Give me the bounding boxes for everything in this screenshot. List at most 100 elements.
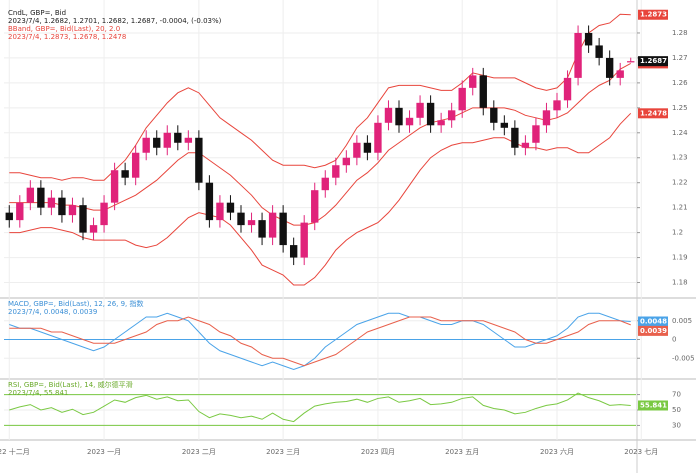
value-tag-label: 0.0048 — [640, 318, 667, 326]
candle-body — [500, 122, 509, 128]
candle-body — [458, 87, 466, 111]
y-tick-label: 50 — [672, 406, 681, 414]
candle-body — [332, 165, 340, 178]
candle-body — [521, 142, 530, 148]
x-tick-label: 2023 四月 — [361, 448, 395, 456]
chart-subtitle: 2023/7/4, 55.841 — [8, 389, 68, 397]
candle-body — [563, 77, 572, 101]
candle-body — [447, 110, 456, 121]
indicator-line — [9, 316, 631, 367]
candle-body — [321, 177, 329, 191]
indicator-line — [9, 312, 631, 371]
candle-body — [226, 202, 235, 213]
value-tag — [638, 56, 668, 67]
y-tick-label: 1.25 — [672, 104, 688, 112]
candle-body — [342, 157, 351, 166]
candle-body — [532, 125, 540, 143]
candle-body — [89, 225, 98, 233]
y-tick-label: 1.18 — [672, 279, 688, 287]
candle-body — [121, 170, 129, 178]
value-tag — [638, 108, 668, 119]
y-tick-label: 1.19 — [672, 254, 688, 262]
candle-body — [5, 212, 13, 221]
candle-body — [553, 100, 561, 111]
y-tick-label: 1.2 — [672, 229, 683, 237]
chart-title: RSI, GBP=, Bid(Last), 14, 威尔德平滑 — [8, 380, 133, 389]
candle-body — [79, 205, 87, 233]
candle-body — [37, 187, 45, 208]
candle-body — [237, 212, 245, 226]
candle-body — [47, 197, 56, 208]
candle-body — [289, 245, 298, 258]
candle-body — [574, 32, 582, 78]
y-tick-label: 1.26 — [672, 79, 688, 87]
value-tag-label: 1.2478 — [640, 109, 667, 117]
candle-body — [153, 137, 161, 148]
chart-subtitle: 2023/7/4, 0.0048, 0.0039 — [8, 308, 97, 316]
band-line — [9, 62, 631, 226]
candle-body — [595, 45, 603, 58]
y-tick-label: 1.27 — [672, 54, 688, 62]
x-tick-label: 2023 一月 — [87, 448, 121, 456]
candle-body — [68, 205, 77, 216]
candle-body — [469, 75, 477, 88]
candle-body — [110, 170, 119, 203]
y-tick-label: -0.005 — [672, 354, 695, 362]
candle-body — [405, 117, 414, 126]
candle-body — [258, 220, 266, 238]
x-tick-label: 2023 七月 — [624, 447, 658, 456]
value-tag — [638, 9, 668, 20]
candle-body — [363, 142, 372, 153]
candle-body — [426, 102, 435, 126]
value-tag — [638, 325, 668, 336]
candle-body — [26, 187, 35, 203]
candle-body — [311, 190, 319, 223]
y-tick-label: 0 — [672, 336, 676, 344]
y-tick-label: 1.22 — [672, 179, 688, 187]
x-tick-label: 2023 三月 — [266, 448, 300, 456]
y-tick-label: 1.28 — [672, 29, 688, 37]
candle-body — [184, 137, 193, 143]
candle-body — [627, 61, 635, 63]
candle-body — [163, 132, 171, 148]
value-tag-label: 55.841 — [640, 401, 667, 409]
x-tick-label: 2023 二月 — [182, 448, 216, 456]
candle-body — [205, 182, 214, 221]
value-tag — [638, 316, 668, 327]
indicator-line — [9, 392, 631, 423]
y-tick-label: 70 — [672, 391, 681, 399]
candle-body — [605, 57, 614, 78]
candle-body — [511, 127, 519, 148]
x-tick-label: 2022 十二月 — [0, 447, 30, 456]
candle-body — [279, 212, 287, 246]
x-tick-label: 2023 六月 — [540, 447, 574, 456]
candle-body — [353, 142, 361, 158]
y-tick-label: 1.21 — [672, 204, 688, 212]
value-tag-label: 1.2687 — [640, 57, 667, 65]
candle-body — [16, 202, 24, 221]
value-tag-label: 1.2873 — [640, 11, 667, 19]
candle-body — [416, 102, 424, 118]
candle-body — [584, 32, 593, 46]
y-tick-label: 0.005 — [672, 317, 692, 325]
candle-body — [174, 132, 182, 143]
candle-body — [142, 137, 150, 153]
candle-body — [268, 212, 277, 238]
candle-body — [437, 120, 445, 126]
band-line — [9, 112, 632, 286]
candle-body — [395, 107, 403, 126]
candle-body — [247, 220, 256, 226]
candle-body — [616, 70, 624, 78]
candle-body — [58, 197, 66, 216]
value-tag-label: 0.0039 — [640, 327, 667, 335]
candle-body — [384, 107, 393, 123]
band-title: BBand, GBP=, Bid(Last), 20, 2.0 — [8, 25, 120, 33]
candle-body — [374, 122, 382, 153]
chart-subtitle: 2023/7/4, 1.2682, 1.2701, 1.2682, 1.2687… — [8, 17, 222, 25]
candle-body — [300, 222, 308, 258]
y-tick-label: 30 — [672, 421, 681, 429]
candle-body — [490, 107, 498, 123]
chart-title: MACD, GBP=, Bid(Last), 12, 26, 9, 指数 — [8, 299, 144, 308]
value-tag — [638, 400, 668, 411]
